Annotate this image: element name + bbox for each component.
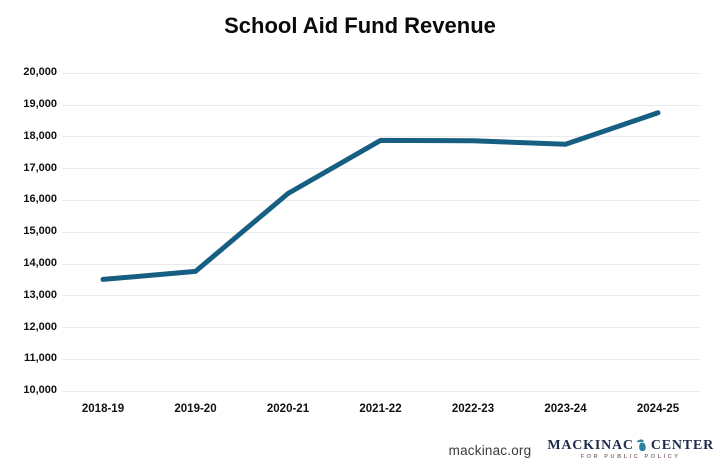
gridline <box>62 136 700 138</box>
logo-tagline: FOR PUBLIC POLICY <box>580 454 681 460</box>
gridline <box>62 231 700 233</box>
revenue-line-path <box>100 110 661 282</box>
x-tick-label: 2022-23 <box>451 403 495 415</box>
gridline <box>62 199 700 201</box>
y-tick-label: 20,000 <box>23 66 57 79</box>
gridline <box>62 327 700 329</box>
y-tick-label: 18,000 <box>23 129 57 142</box>
michigan-state-icon <box>636 439 646 452</box>
gridline <box>62 295 700 297</box>
y-tick-label: 19,000 <box>23 98 57 110</box>
x-tick-label: 2019-20 <box>174 403 217 415</box>
logo-name-left: MACKINAC <box>547 438 634 453</box>
y-tick-label: 16,000 <box>23 193 57 206</box>
gridline <box>62 72 700 74</box>
mackinac-center-logo[interactable]: MACKINAC CENTER FOR PUBLIC POLICY <box>547 438 714 460</box>
gridline <box>62 358 700 360</box>
logo-wordmark: MACKINAC CENTER <box>547 438 714 453</box>
gridline <box>62 263 700 265</box>
y-tick-label: 15,000 <box>23 225 57 238</box>
footer: mackinac.org MACKINAC CENTER FOR PUBLIC … <box>449 438 714 460</box>
y-tick-label: 11,000 <box>23 352 57 365</box>
x-tick-label: 2024-25 <box>636 403 680 415</box>
chart-title: School Aid Fund Revenue <box>224 13 496 38</box>
gridline <box>62 168 700 170</box>
y-tick-label: 13,000 <box>23 288 57 301</box>
x-tick-label: 2023-24 <box>544 403 587 415</box>
website-link[interactable]: mackinac.org <box>448 442 532 458</box>
gridline <box>62 390 700 392</box>
y-tick-label: 17,000 <box>23 161 57 174</box>
logo-name-right: CENTER <box>650 438 714 453</box>
y-tick-label: 12,000 <box>23 320 57 333</box>
x-tick-label: 2021-22 <box>359 403 402 415</box>
y-tick-label: 10,000 <box>23 384 57 397</box>
y-tick-label: 14,000 <box>23 257 57 269</box>
x-tick-label: 2020-21 <box>266 403 310 415</box>
gridline <box>62 104 700 106</box>
x-tick-label: 2018-19 <box>81 403 125 415</box>
